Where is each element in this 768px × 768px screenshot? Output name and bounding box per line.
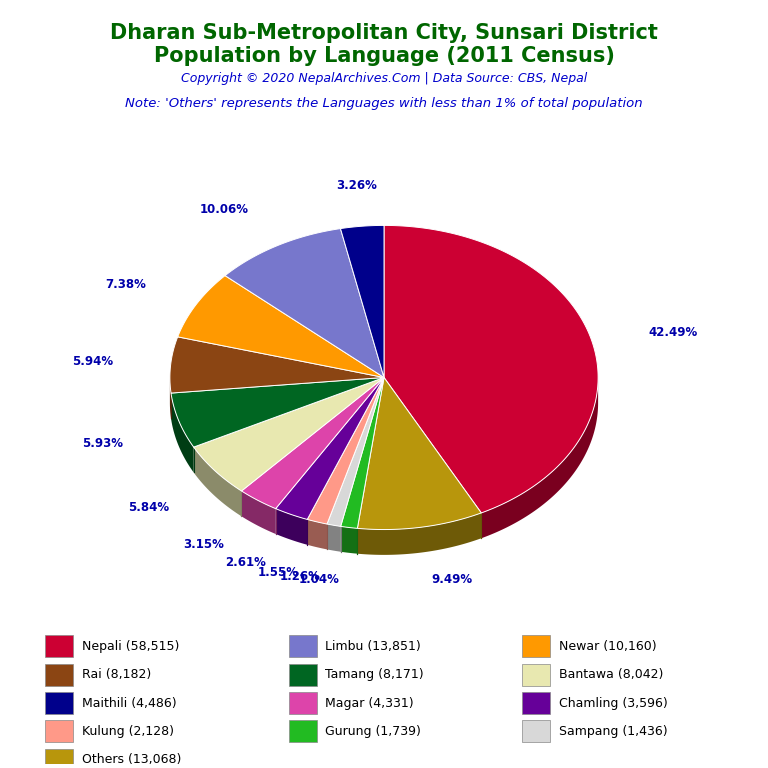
Polygon shape [482, 378, 598, 538]
Text: Newar (10,160): Newar (10,160) [558, 640, 656, 653]
Text: Limbu (13,851): Limbu (13,851) [326, 640, 421, 653]
Bar [289, 720, 317, 743]
Polygon shape [225, 229, 384, 378]
Bar [521, 692, 550, 714]
Polygon shape [276, 508, 307, 545]
Polygon shape [170, 378, 171, 419]
Text: 5.93%: 5.93% [82, 438, 124, 451]
Polygon shape [177, 276, 384, 378]
Bar [289, 692, 317, 714]
Text: 1.26%: 1.26% [280, 570, 320, 583]
Text: 3.15%: 3.15% [183, 538, 224, 551]
Text: Note: 'Others' represents the Languages with less than 1% of total population: Note: 'Others' represents the Languages … [125, 97, 643, 110]
Polygon shape [307, 519, 327, 549]
Text: 2.61%: 2.61% [225, 556, 266, 569]
Polygon shape [241, 491, 276, 534]
Text: Bantawa (8,042): Bantawa (8,042) [558, 668, 663, 681]
Polygon shape [241, 378, 384, 508]
Bar [289, 664, 317, 686]
Polygon shape [327, 378, 384, 526]
Polygon shape [341, 526, 357, 554]
Text: Rai (8,182): Rai (8,182) [81, 668, 151, 681]
Text: Tamang (8,171): Tamang (8,171) [326, 668, 424, 681]
Polygon shape [171, 393, 194, 472]
Text: 1.55%: 1.55% [258, 566, 299, 579]
Text: 42.49%: 42.49% [648, 326, 697, 339]
Bar [45, 635, 73, 657]
Text: 3.26%: 3.26% [336, 179, 376, 192]
Bar [45, 664, 73, 686]
Bar [45, 720, 73, 743]
Text: Sampang (1,436): Sampang (1,436) [558, 725, 667, 738]
Polygon shape [194, 447, 241, 516]
Bar [45, 692, 73, 714]
Bar [521, 635, 550, 657]
Polygon shape [357, 378, 482, 529]
Text: Others (13,068): Others (13,068) [81, 753, 181, 766]
Polygon shape [307, 378, 384, 524]
Bar [289, 635, 317, 657]
Text: Copyright © 2020 NepalArchives.Com | Data Source: CBS, Nepal: Copyright © 2020 NepalArchives.Com | Dat… [181, 72, 587, 85]
Text: Maithili (4,486): Maithili (4,486) [81, 697, 176, 710]
Bar [521, 664, 550, 686]
Text: 1.04%: 1.04% [299, 573, 339, 586]
Polygon shape [341, 378, 384, 528]
Text: 10.06%: 10.06% [200, 204, 249, 217]
Text: 9.49%: 9.49% [431, 573, 472, 585]
Text: Nepali (58,515): Nepali (58,515) [81, 640, 179, 653]
Text: Population by Language (2011 Census): Population by Language (2011 Census) [154, 46, 614, 66]
Bar [45, 749, 73, 768]
Polygon shape [171, 378, 384, 447]
Polygon shape [170, 337, 384, 393]
Polygon shape [276, 378, 384, 519]
Text: Dharan Sub-Metropolitan City, Sunsari District: Dharan Sub-Metropolitan City, Sunsari Di… [110, 23, 658, 43]
Polygon shape [194, 378, 384, 491]
Polygon shape [384, 226, 598, 513]
Text: Magar (4,331): Magar (4,331) [326, 697, 414, 710]
Text: 5.84%: 5.84% [128, 501, 169, 514]
Bar [521, 720, 550, 743]
Text: Gurung (1,739): Gurung (1,739) [326, 725, 421, 738]
Polygon shape [357, 513, 482, 554]
Text: Chamling (3,596): Chamling (3,596) [558, 697, 667, 710]
Text: 5.94%: 5.94% [72, 355, 113, 368]
Text: 7.38%: 7.38% [104, 278, 146, 291]
Text: Kulung (2,128): Kulung (2,128) [81, 725, 174, 738]
Polygon shape [340, 226, 384, 378]
Polygon shape [327, 524, 341, 551]
